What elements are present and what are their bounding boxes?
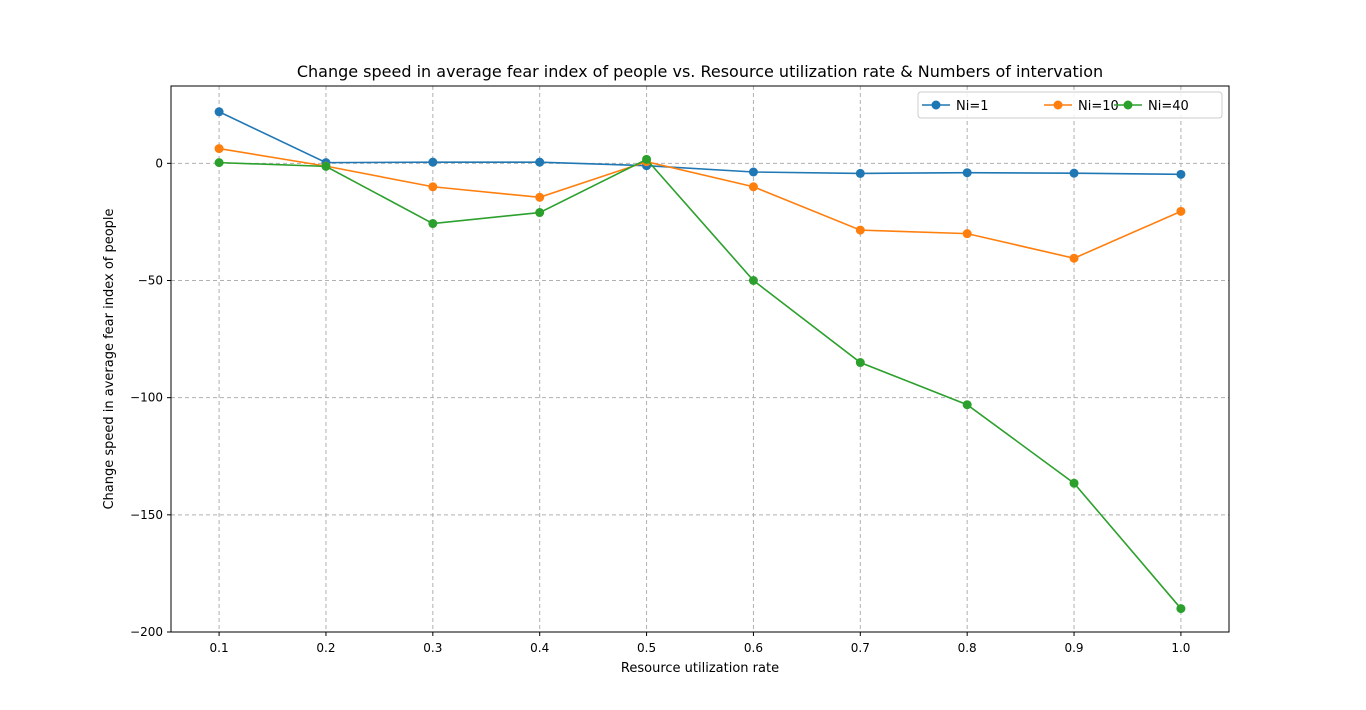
legend-marker-ni-40 bbox=[1123, 100, 1133, 110]
x-tick-label: 0.9 bbox=[1064, 641, 1083, 655]
chart-title: Change speed in average fear index of pe… bbox=[297, 62, 1103, 81]
data-point-ni-10 bbox=[855, 225, 865, 235]
series-line-ni-40 bbox=[219, 158, 1182, 610]
legend-marker-ni-10 bbox=[1053, 100, 1063, 110]
data-point-ni-40 bbox=[428, 219, 438, 229]
series-line-ni-10 bbox=[218, 147, 1182, 260]
data-point-ni-10 bbox=[1069, 253, 1079, 263]
data-point-ni-40 bbox=[321, 161, 331, 171]
data-point-ni-1 bbox=[855, 168, 865, 178]
x-tick-label: 0.8 bbox=[958, 641, 977, 655]
data-series bbox=[214, 107, 1186, 614]
data-point-ni-1 bbox=[535, 157, 545, 167]
legend-label-ni-40: Ni=40 bbox=[1148, 99, 1189, 114]
y-tick-label: −200 bbox=[130, 625, 163, 639]
legend-marker-ni-1 bbox=[931, 100, 941, 110]
data-point-ni-40 bbox=[855, 358, 865, 368]
data-point-ni-40 bbox=[642, 154, 652, 164]
data-point-ni-1 bbox=[748, 167, 758, 177]
data-point-ni-10 bbox=[535, 192, 545, 202]
x-tick-label: 0.2 bbox=[316, 641, 335, 655]
x-tick-label: 0.3 bbox=[423, 641, 442, 655]
plot-frame bbox=[170, 85, 1230, 633]
legend-label-ni-10: Ni=10 bbox=[1078, 99, 1119, 114]
data-point-ni-1 bbox=[214, 107, 224, 117]
data-point-ni-1 bbox=[1069, 168, 1079, 178]
x-tick-label: 0.1 bbox=[210, 641, 229, 655]
y-tick-label: −50 bbox=[138, 273, 163, 287]
data-point-ni-10 bbox=[962, 229, 972, 239]
x-tick-label: 0.6 bbox=[744, 641, 763, 655]
y-tick-label: 0 bbox=[155, 156, 163, 170]
data-point-ni-10 bbox=[428, 182, 438, 192]
x-axis-label: Resource utilization rate bbox=[621, 661, 779, 676]
data-point-ni-40 bbox=[748, 275, 758, 285]
y-axis-label: Change speed in average fear index of pe… bbox=[102, 208, 117, 509]
axis-ticks: 0.1 0.2 0.3 0.4 0.5 0.6 0.7 0.8 0.9 1.0 0 −50 −100 −1… bbox=[130, 156, 1190, 655]
x-tick-label: 0.4 bbox=[530, 641, 549, 655]
data-point-ni-40 bbox=[962, 400, 972, 410]
legend: Ni=1 Ni=10 Ni=40 bbox=[917, 91, 1223, 119]
y-tick-label: −100 bbox=[130, 391, 163, 405]
data-point-ni-10 bbox=[1176, 206, 1186, 216]
x-tick-label: 0.7 bbox=[851, 641, 870, 655]
x-tick-label: 1.0 bbox=[1171, 641, 1190, 655]
data-point-ni-1 bbox=[962, 168, 972, 178]
data-point-ni-10 bbox=[748, 182, 758, 192]
legend-label-ni-1: Ni=1 bbox=[956, 99, 989, 114]
data-point-ni-1 bbox=[1176, 169, 1186, 179]
series-line-ni-1 bbox=[218, 111, 1181, 176]
data-point-ni-10 bbox=[214, 144, 224, 154]
data-point-ni-1 bbox=[428, 157, 438, 167]
y-tick-label: −150 bbox=[130, 508, 163, 522]
data-point-ni-40 bbox=[535, 208, 545, 218]
data-point-ni-40 bbox=[1069, 478, 1079, 488]
data-point-ni-40 bbox=[1176, 604, 1186, 614]
x-tick-label: 0.5 bbox=[637, 641, 656, 655]
data-point-ni-40 bbox=[214, 158, 224, 168]
